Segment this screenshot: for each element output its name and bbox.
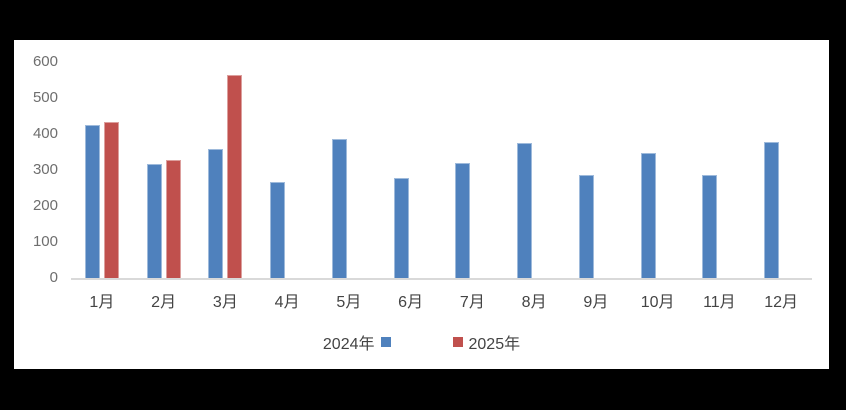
- plot-area: [71, 62, 812, 280]
- x-axis-label-5月: 5月: [336, 294, 362, 311]
- x-axis-label-4月: 4月: [274, 294, 300, 311]
- bar-2024年-12月: [764, 142, 780, 278]
- bar-2024年-1月: [84, 125, 100, 278]
- x-axis: 1月 2月 3月 4月 5月 6月 7月 8月 9月 10月 11月 12月: [71, 288, 812, 312]
- legend: 2024年 2025年: [14, 330, 829, 354]
- bar-2025年-3月: [227, 74, 243, 278]
- x-axis-label-12月: 12月: [764, 294, 799, 311]
- category-column-9月: [565, 62, 627, 278]
- x-axis-label-11月: 11月: [703, 294, 736, 311]
- bar-2025年-1月: [103, 121, 119, 278]
- category-column-12月: [750, 62, 812, 278]
- x-axis-label-10月: 10月: [640, 294, 675, 311]
- legend-marker-2025-icon: [452, 337, 463, 347]
- category-column-2月: [133, 62, 195, 278]
- legend-item-2025: 2025年: [452, 330, 521, 354]
- bar-2024年-5月: [331, 138, 347, 278]
- bar-2024年-3月: [208, 149, 224, 278]
- bar-2024年-8月: [517, 143, 533, 278]
- x-axis-label-7月: 7月: [459, 294, 485, 311]
- x-axis-label-8月: 8月: [521, 294, 547, 311]
- legend-label-2024: 2024年: [322, 336, 375, 353]
- x-axis-label-9月: 9月: [583, 294, 609, 311]
- y-tick-600: 600: [32, 53, 58, 70]
- legend-marker-2024-icon: [380, 337, 391, 347]
- bar-2024年-6月: [393, 177, 409, 278]
- category-column-7月: [442, 62, 504, 278]
- chart-panel: 0 100 200 300 400 500 600 1月 2月 3月 4月 5月 6月 7月 8月 9月 10…: [14, 40, 829, 369]
- bar-2024年-7月: [455, 162, 471, 278]
- category-column-3月: [195, 62, 257, 278]
- y-tick-100: 100: [32, 233, 58, 250]
- category-column-10月: [627, 62, 689, 278]
- category-column-1月: [71, 62, 133, 278]
- legend-label-2025: 2025年: [468, 336, 521, 353]
- bar-2024年-10月: [640, 152, 656, 278]
- bar-2024年-11月: [702, 174, 718, 278]
- x-axis-label-3月: 3月: [212, 294, 238, 311]
- category-column-11月: [689, 62, 751, 278]
- y-axis: 0 100 200 300 400 500 600: [22, 40, 58, 300]
- x-axis-label-2月: 2月: [151, 294, 177, 311]
- x-axis-label-6月: 6月: [398, 294, 424, 311]
- bar-2024年-2月: [146, 163, 162, 278]
- y-tick-200: 200: [32, 197, 58, 214]
- bar-2024年-9月: [578, 174, 594, 278]
- category-column-6月: [380, 62, 442, 278]
- category-column-5月: [318, 62, 380, 278]
- category-column-8月: [503, 62, 565, 278]
- bar-2025年-2月: [165, 159, 181, 278]
- legend-item-2024: 2024年: [323, 330, 391, 354]
- y-tick-0: 0: [49, 269, 58, 286]
- y-tick-300: 300: [32, 161, 58, 178]
- y-tick-500: 500: [32, 89, 58, 106]
- category-column-4月: [256, 62, 318, 278]
- x-axis-label-1月: 1月: [89, 294, 115, 311]
- y-tick-400: 400: [32, 125, 58, 142]
- bar-2024年-4月: [270, 181, 286, 278]
